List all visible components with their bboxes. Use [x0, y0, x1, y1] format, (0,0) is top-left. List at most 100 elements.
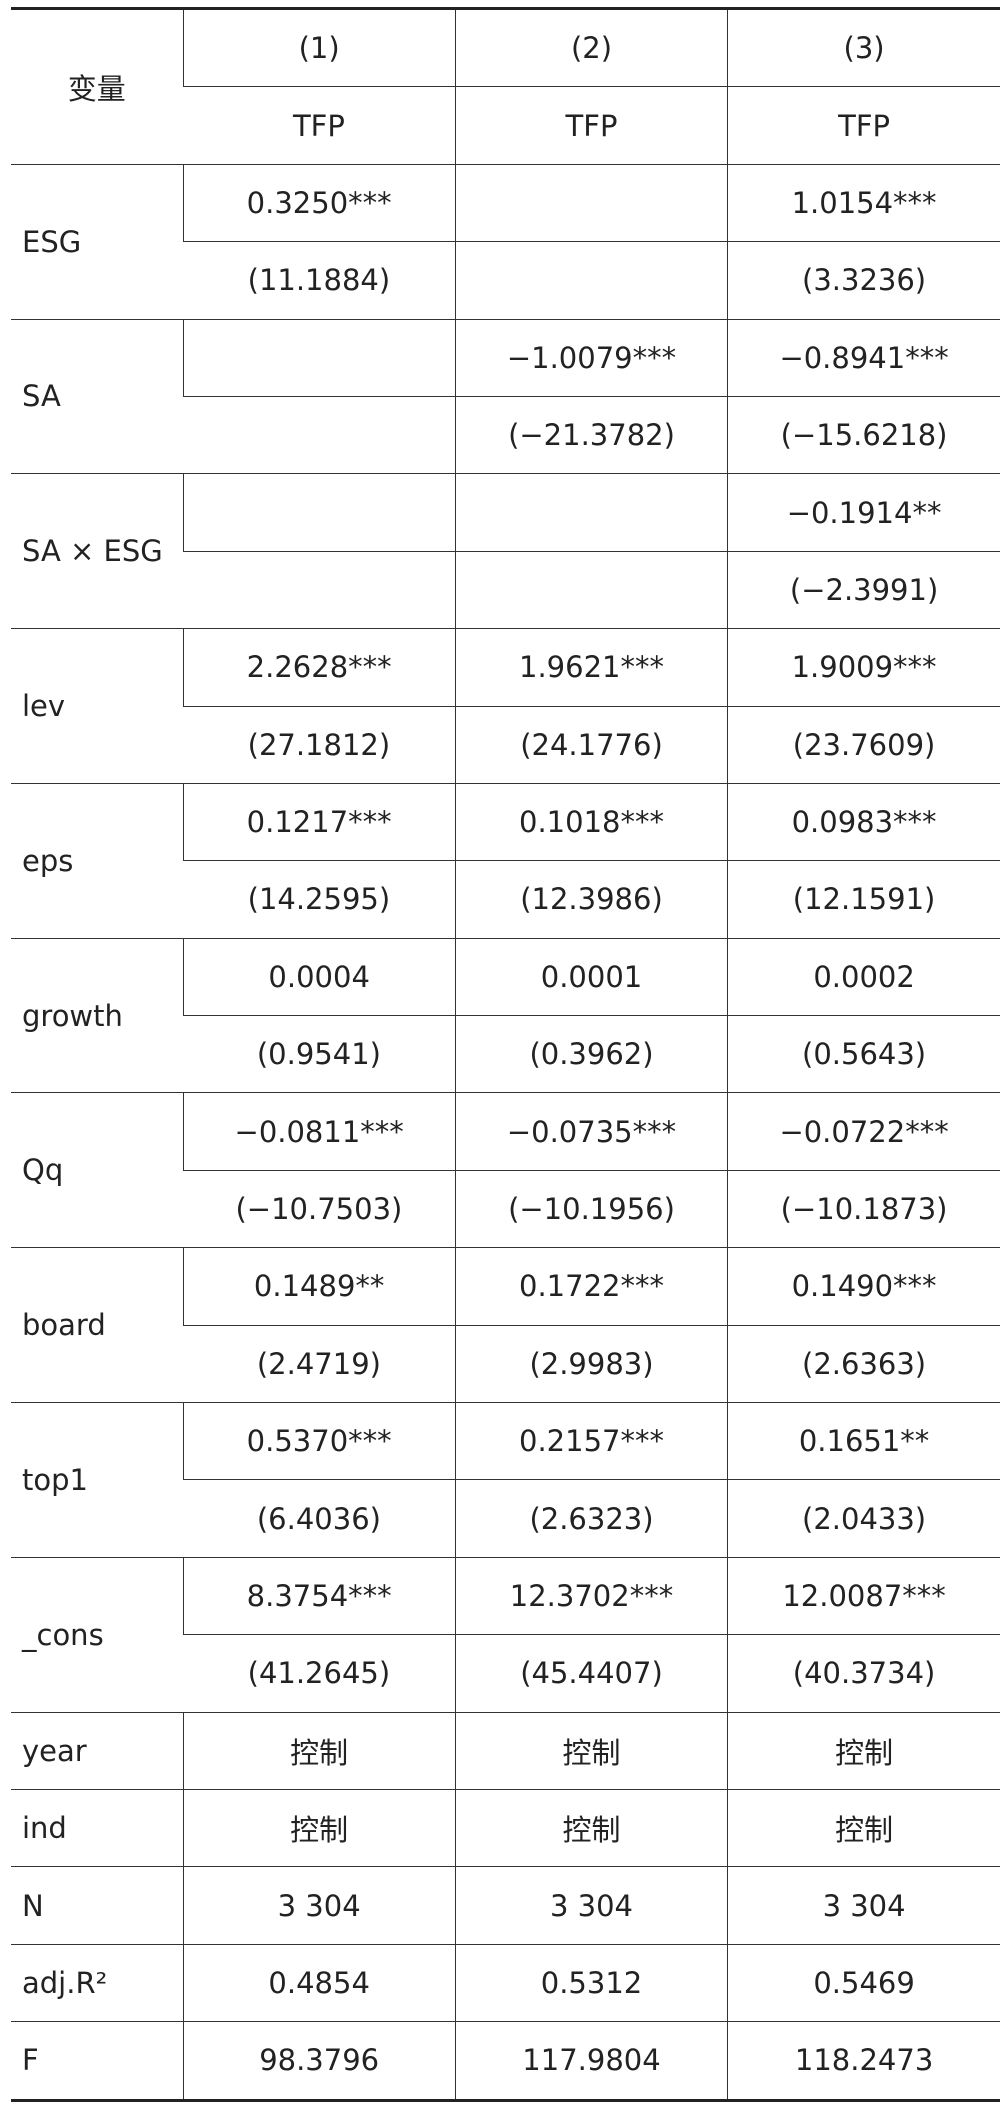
statistic: 控制: [727, 1711, 1000, 1790]
table-row: (6.4036) (2.6323) (2.0433): [11, 1479, 1000, 1558]
t-statistic: (12.1591): [727, 860, 1000, 939]
t-statistic: (−15.6218): [727, 395, 1000, 474]
table-row: (−21.3782) (−15.6218): [11, 395, 1000, 474]
coefficient: 1.0154***: [727, 163, 1000, 242]
coefficient: 0.0001: [454, 937, 728, 1016]
t-statistic: [454, 550, 728, 629]
coefficient: [182, 318, 456, 397]
table-row: board 0.1489** 0.1722*** 0.1490***: [11, 1247, 1000, 1403]
column-header: (2): [454, 7, 728, 87]
variable-name: board: [11, 1247, 183, 1403]
variable-name: F: [11, 2021, 183, 2101]
dependent-variable: TFP: [727, 86, 1000, 165]
table-row: SA −1.0079*** −0.8941***: [11, 318, 1000, 474]
variable-name: adj.R²: [11, 1943, 183, 2022]
coefficient: 0.0004: [182, 937, 456, 1016]
t-statistic: (6.4036): [183, 1479, 456, 1558]
t-statistic: (−2.3991): [727, 550, 1000, 629]
t-statistic: (0.9541): [183, 1015, 456, 1093]
coefficient: 1.9621***: [454, 628, 728, 707]
variable-name: SA × ESG: [11, 473, 183, 629]
t-statistic: (24.1776): [454, 705, 728, 784]
statistic: 0.4854: [182, 1943, 456, 2022]
regression-table: 变量 (1) (2) (3) TFP TFP TFP ESG 0.3250*** 1.0154**…: [11, 7, 1000, 2102]
coefficient: −0.1914**: [727, 473, 1000, 552]
coefficient: 0.5370***: [182, 1402, 456, 1480]
coefficient: −0.0735***: [454, 1092, 728, 1171]
table-row: top1 0.5370*** 0.2157*** 0.1651**: [11, 1402, 1000, 1558]
table-row: lev 2.2628*** 1.9621*** 1.9009***: [11, 628, 1000, 784]
t-statistic: (23.7609): [727, 705, 1000, 784]
coefficient: 0.1651**: [727, 1402, 1000, 1480]
t-statistic: (2.4719): [183, 1324, 456, 1403]
coefficient: −0.0722***: [727, 1092, 1000, 1171]
t-statistic: (45.4407): [454, 1634, 728, 1713]
statistic: 3 304: [182, 1866, 456, 1945]
statistic: 3 304: [454, 1866, 728, 1945]
table-row: _cons 8.3754*** 12.3702*** 12.0087***: [11, 1556, 1000, 1713]
coefficient: 2.2628***: [182, 628, 456, 707]
t-statistic: (2.0433): [727, 1479, 1000, 1558]
t-statistic: [183, 395, 456, 474]
coefficient: −0.8941***: [727, 318, 1000, 397]
statistic: 控制: [182, 1711, 456, 1790]
coefficient: 0.3250***: [182, 163, 456, 242]
dependent-variable: TFP: [454, 86, 728, 165]
variable-name: eps: [11, 782, 183, 939]
t-statistic: (2.9983): [454, 1324, 728, 1403]
coefficient: 8.3754***: [182, 1556, 456, 1635]
statistic: 117.9804: [454, 2021, 728, 2101]
coefficient: [182, 473, 456, 552]
variable-name: Qq: [11, 1092, 183, 1248]
t-statistic: [454, 241, 728, 320]
statistic: 控制: [727, 1788, 1000, 1867]
table-row: (2.4719) (2.9983) (2.6363): [11, 1324, 1000, 1403]
t-statistic: (3.3236): [727, 241, 1000, 320]
coefficient: 1.9009***: [727, 628, 1000, 707]
statistic: 3 304: [727, 1866, 1000, 1945]
statistic: 118.2473: [727, 2021, 1000, 2101]
table-row: F 98.3796 117.9804 118.2473: [11, 2021, 1000, 2101]
coefficient: 0.2157***: [454, 1402, 728, 1480]
t-statistic: (14.2595): [183, 860, 456, 939]
t-statistic: (40.3734): [727, 1634, 1000, 1713]
variable-name: top1: [11, 1402, 183, 1558]
table-row: 变量 (1) (2) (3): [11, 7, 1000, 165]
t-statistic: (0.3962): [454, 1015, 728, 1093]
coefficient: 0.0002: [727, 937, 1000, 1016]
t-statistic: (41.2645): [183, 1634, 456, 1713]
variable-name: _cons: [11, 1556, 183, 1713]
t-statistic: (−10.1873): [727, 1169, 1000, 1248]
table-container: 变量 (1) (2) (3) TFP TFP TFP ESG 0.3250*** 1.0154**…: [11, 7, 1000, 2102]
t-statistic: (−10.7503): [183, 1169, 456, 1248]
statistic: 控制: [454, 1711, 728, 1790]
statistic: 控制: [182, 1788, 456, 1867]
t-statistic: (−10.1956): [454, 1169, 728, 1248]
coefficient: 0.1018***: [454, 782, 728, 861]
table-row: (14.2595) (12.3986) (12.1591): [11, 860, 1000, 939]
table-row: SA × ESG −0.1914**: [11, 473, 1000, 629]
t-statistic: [183, 550, 456, 629]
coefficient: 0.0983***: [727, 782, 1000, 861]
t-statistic: (11.1884): [183, 241, 456, 320]
coefficient: 0.1489**: [182, 1247, 456, 1326]
variable-name: SA: [11, 318, 183, 474]
table-row: year 控制 控制 控制: [11, 1711, 1000, 1790]
coefficient: 0.1490***: [727, 1247, 1000, 1326]
variable-name: growth: [11, 937, 183, 1093]
table-row: TFP TFP TFP: [11, 86, 1000, 165]
coefficient: 0.1722***: [454, 1247, 728, 1326]
t-statistic: (12.3986): [454, 860, 728, 939]
table-row: (−10.7503) (−10.1956) (−10.1873): [11, 1169, 1000, 1248]
table-row: (−2.3991): [11, 550, 1000, 629]
variable-name: ESG: [11, 163, 183, 320]
dependent-variable: TFP: [183, 86, 456, 165]
corner-header: 变量: [11, 8, 183, 165]
t-statistic: (0.5643): [727, 1015, 1000, 1093]
table-row: ESG 0.3250*** 1.0154***: [11, 163, 1000, 320]
column-header: (3): [727, 7, 1000, 87]
statistic: 0.5469: [727, 1943, 1000, 2022]
t-statistic: (27.1812): [183, 705, 456, 784]
coefficient: −0.0811***: [182, 1092, 456, 1171]
